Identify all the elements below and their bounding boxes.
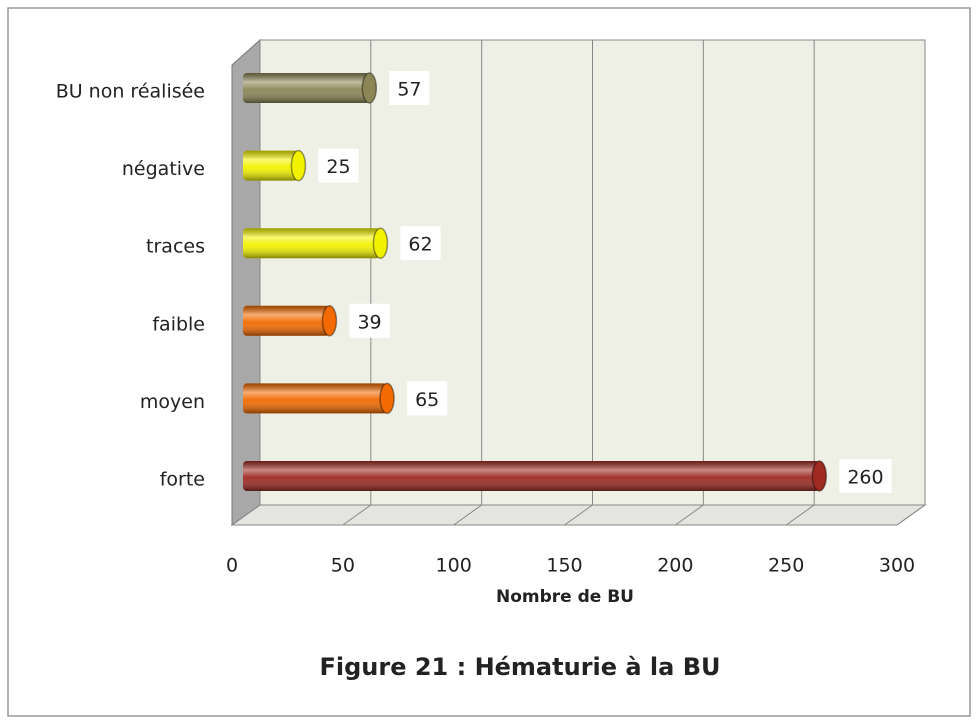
y-tick-label: BU non réalisée bbox=[56, 81, 205, 103]
bar-cap bbox=[361, 72, 378, 104]
value-label: 25 bbox=[326, 156, 350, 178]
y-tick-label: faible bbox=[152, 313, 205, 335]
value-label-box bbox=[407, 381, 448, 416]
y-tick-label: négative bbox=[122, 158, 205, 180]
y-tick-label: forte bbox=[160, 469, 205, 491]
floor-line bbox=[231, 504, 261, 526]
bar-cap bbox=[379, 382, 395, 415]
value-label: 260 bbox=[847, 467, 883, 489]
x-tick-label: 150 bbox=[546, 555, 582, 577]
value-label: 65 bbox=[415, 389, 439, 411]
bar-shade bbox=[243, 305, 330, 336]
x-tick-label: 100 bbox=[436, 555, 472, 577]
x-tick-label: 250 bbox=[768, 555, 804, 577]
bar-cap bbox=[290, 149, 307, 182]
floor-line bbox=[675, 504, 704, 526]
value-label-box bbox=[400, 226, 441, 261]
value-label-box bbox=[349, 303, 390, 338]
bar-shade bbox=[243, 461, 820, 491]
floor-line bbox=[342, 504, 372, 526]
bar-shade bbox=[243, 73, 370, 103]
value-label-box bbox=[389, 71, 430, 105]
bar-cap bbox=[321, 305, 338, 337]
bar-cap bbox=[372, 227, 389, 259]
floor-line bbox=[896, 504, 926, 526]
value-label: 57 bbox=[397, 79, 421, 101]
x-axis-label: Nombre de BU bbox=[496, 587, 634, 607]
value-label-box bbox=[318, 148, 359, 183]
caption: Figure 21 : Hématurie à la BU bbox=[320, 653, 721, 681]
side-wall bbox=[231, 38, 261, 526]
x-tick-label: 300 bbox=[879, 555, 915, 577]
value-label-box bbox=[839, 459, 892, 493]
bar-cap bbox=[811, 460, 828, 492]
x-tick-label: 0 bbox=[226, 555, 238, 577]
bar-shade bbox=[243, 383, 388, 414]
y-tick-label: moyen bbox=[140, 391, 205, 413]
floor-line bbox=[785, 504, 815, 526]
floor-line bbox=[453, 504, 482, 526]
bar-shade bbox=[243, 150, 299, 181]
value-label: 39 bbox=[357, 311, 381, 333]
value-label: 62 bbox=[408, 234, 432, 256]
x-tick-label: 50 bbox=[331, 555, 355, 577]
bar-shade bbox=[243, 228, 381, 259]
y-tick-label: traces bbox=[146, 236, 205, 258]
x-tick-label: 200 bbox=[657, 555, 693, 577]
floor-line bbox=[564, 504, 593, 526]
